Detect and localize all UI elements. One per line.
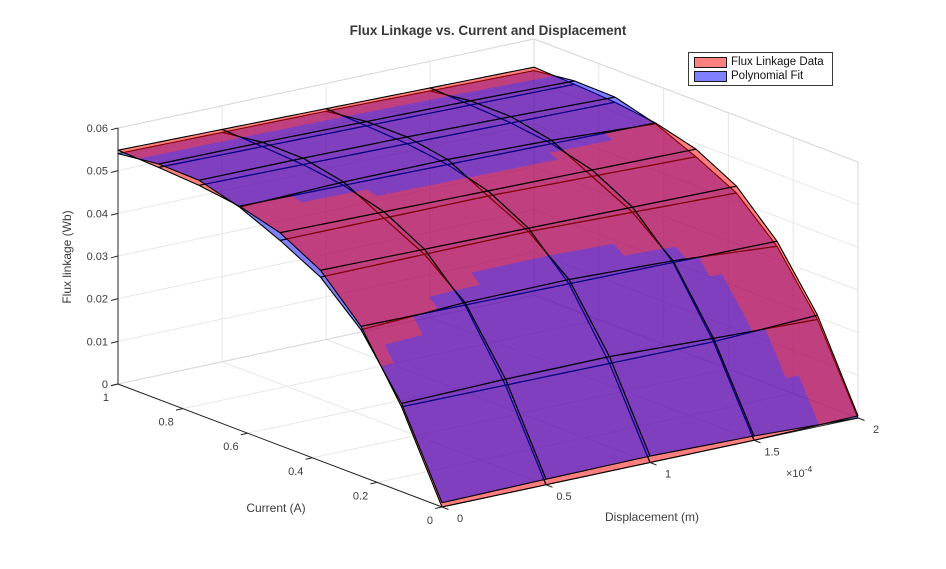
y-tick-label: 0.6 bbox=[223, 441, 238, 453]
legend-item-data: Flux Linkage Data bbox=[694, 56, 824, 68]
surface-mesh bbox=[117, 66, 859, 508]
y-tick-label: 0 bbox=[427, 515, 433, 527]
y-tick-label: 0.4 bbox=[288, 466, 303, 478]
z-axis-label: Flux linkage (Wb) bbox=[60, 210, 74, 304]
legend-item-fit: Polynomial Fit bbox=[694, 70, 824, 82]
z-tick-label: 0.06 bbox=[87, 123, 108, 135]
z-tick-label: 0.05 bbox=[87, 166, 108, 178]
z-tick-label: 0.02 bbox=[87, 294, 108, 306]
z-tick-label: 0.03 bbox=[87, 251, 108, 263]
z-tick-label: 0.04 bbox=[87, 208, 108, 220]
y-axis-label: Current (A) bbox=[246, 501, 306, 515]
x-axis-label: Displacement (m) bbox=[604, 510, 700, 524]
x-tick-label: 0 bbox=[457, 513, 463, 525]
z-tick-label: 0.01 bbox=[87, 336, 108, 348]
y-tick-label: 0.2 bbox=[353, 490, 368, 502]
legend-label-fit: Polynomial Fit bbox=[731, 70, 804, 82]
legend-label-data: Flux Linkage Data bbox=[731, 56, 824, 68]
legend-swatch-data bbox=[694, 56, 727, 68]
chart-title: Flux Linkage vs. Current and Displacemen… bbox=[349, 23, 627, 38]
legend-swatch-fit bbox=[694, 70, 727, 82]
x-tick-label: 0.5 bbox=[556, 491, 571, 503]
x-tick-label: 2 bbox=[873, 424, 879, 436]
y-tick-label: 0.8 bbox=[159, 417, 174, 429]
legend: Flux Linkage Data Polynomial Fit bbox=[688, 52, 833, 86]
x-tick-label: 1.5 bbox=[764, 446, 779, 458]
tick-marks-and-labels: 00.010.020.030.040.050.0600.20.40.60.810… bbox=[87, 123, 879, 527]
x-tick-label: 1 bbox=[665, 469, 671, 481]
z-tick-label: 0 bbox=[102, 379, 108, 391]
x-axis-multiplier: ×10-4 bbox=[786, 464, 813, 480]
y-tick-label: 1 bbox=[103, 392, 109, 404]
